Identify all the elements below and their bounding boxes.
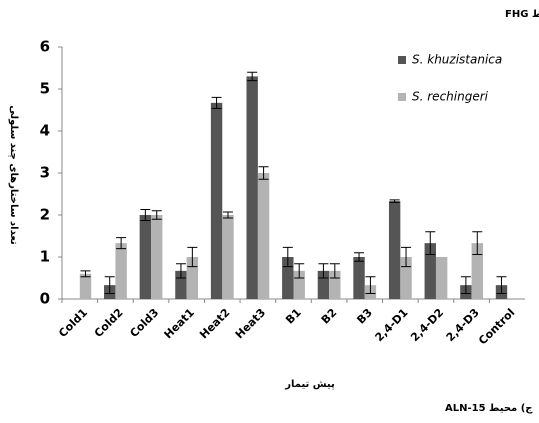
bar bbox=[329, 270, 341, 299]
header: ب) محیط FHG bbox=[505, 9, 539, 20]
error-bar bbox=[460, 276, 471, 295]
error-bar bbox=[258, 166, 269, 180]
x-tick-label: Heat3 bbox=[233, 306, 268, 341]
error-bar bbox=[116, 237, 127, 250]
error-bar bbox=[354, 252, 365, 262]
error-bar bbox=[365, 276, 376, 295]
bar bbox=[115, 243, 127, 299]
x-tick-label: Cold2 bbox=[92, 306, 126, 340]
legend-label: S. khuzistanica bbox=[412, 53, 502, 67]
error-bar bbox=[187, 246, 198, 268]
bar bbox=[222, 215, 234, 299]
error-bar bbox=[496, 276, 507, 295]
bar bbox=[79, 273, 92, 299]
error-bar bbox=[401, 246, 412, 268]
error-bar bbox=[318, 263, 329, 279]
bar bbox=[435, 257, 448, 299]
x-tick-label: B1 bbox=[283, 306, 304, 327]
error-bar bbox=[425, 231, 436, 255]
error-bar bbox=[389, 199, 400, 203]
y-tick-label: 1 bbox=[40, 248, 50, 266]
error-bar bbox=[294, 263, 305, 279]
legend-swatch bbox=[398, 93, 406, 101]
x-tick-label: Heat1 bbox=[162, 306, 197, 341]
bar bbox=[424, 243, 436, 299]
y-tick-label: 3 bbox=[40, 164, 50, 182]
bar bbox=[293, 270, 305, 299]
error-bar bbox=[472, 231, 483, 255]
x-tick-label: Control bbox=[476, 306, 517, 347]
y-axis-label: تعداد ساختارهای چند سلولی bbox=[8, 105, 19, 245]
y-tick-label: 0 bbox=[40, 290, 50, 308]
y-tick-label: 5 bbox=[40, 80, 50, 98]
x-tick-label: Heat2 bbox=[197, 306, 232, 341]
error-bar bbox=[222, 211, 233, 219]
x-axis-label: پیش تیمار bbox=[284, 379, 335, 390]
error-bar bbox=[140, 209, 151, 221]
bar bbox=[282, 257, 294, 299]
error-bar bbox=[104, 276, 115, 295]
bar bbox=[353, 257, 365, 299]
bar bbox=[210, 102, 223, 299]
x-tick-label: Cold3 bbox=[127, 306, 161, 340]
error-bar bbox=[80, 270, 91, 278]
error-bar bbox=[329, 263, 340, 279]
bar bbox=[246, 76, 258, 300]
x-tick-label: B2 bbox=[319, 306, 340, 327]
error-bar bbox=[247, 71, 258, 82]
bar bbox=[175, 270, 187, 299]
y-tick-label: 4 bbox=[40, 122, 50, 140]
x-tick-label: B3 bbox=[354, 306, 375, 327]
bar bbox=[151, 215, 163, 299]
bar bbox=[257, 173, 270, 299]
y-tick-label: 6 bbox=[40, 38, 50, 56]
bar bbox=[317, 270, 330, 299]
legend-label: S. rechingeri bbox=[412, 90, 489, 104]
legend-swatch bbox=[398, 56, 406, 64]
bar bbox=[471, 243, 483, 299]
bar bbox=[400, 257, 412, 299]
error-bar bbox=[151, 210, 162, 220]
bar bbox=[388, 201, 401, 299]
error-bar bbox=[211, 96, 222, 109]
bar bbox=[139, 215, 152, 299]
footer: ج) محیط ALN-15 bbox=[445, 403, 533, 414]
bar bbox=[186, 257, 199, 299]
error-bar bbox=[282, 246, 293, 268]
x-tick-label: Cold1 bbox=[56, 306, 90, 340]
x-tick-label: 2,4-D2 bbox=[408, 306, 446, 344]
y-tick-label: 2 bbox=[40, 206, 50, 224]
error-bar bbox=[175, 263, 186, 279]
x-tick-label: 2,4-D1 bbox=[373, 306, 411, 344]
